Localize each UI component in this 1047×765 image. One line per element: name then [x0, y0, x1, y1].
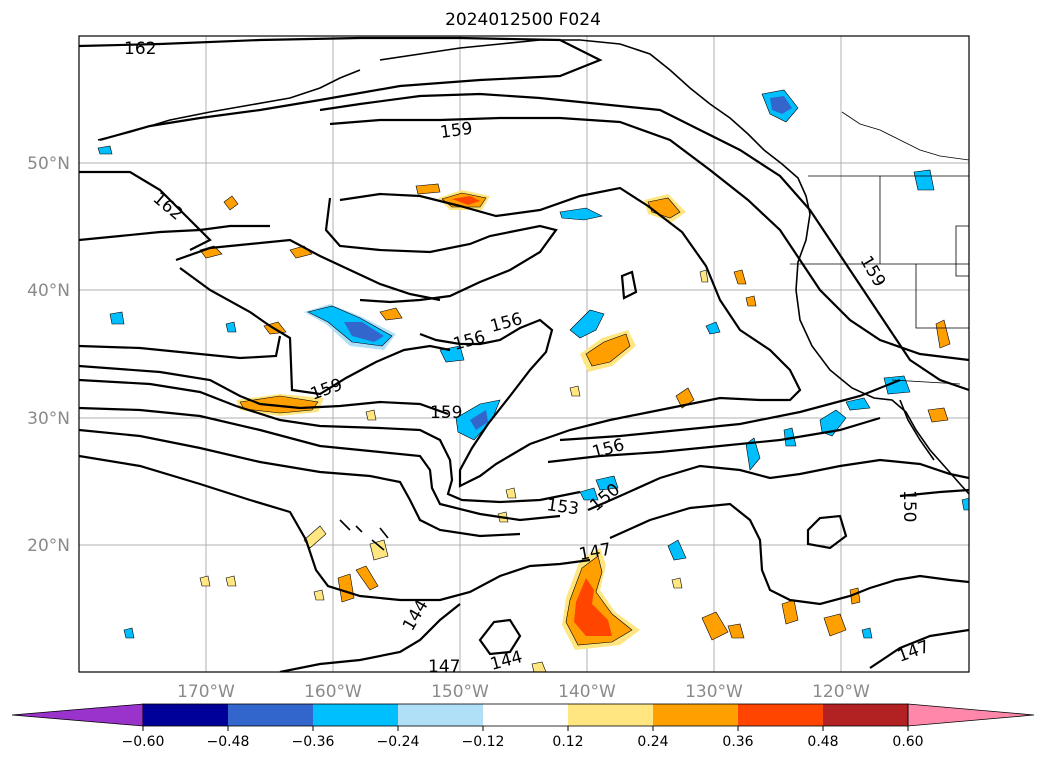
shade-blob	[199, 575, 211, 587]
colorbar-tick-label: −0.48	[207, 734, 250, 750]
shade-blob	[225, 321, 237, 333]
shade-blob	[961, 497, 969, 511]
lon-label: 120°W	[812, 682, 870, 702]
shade-blob	[733, 269, 747, 285]
colorbar-extend-high	[907, 703, 1035, 727]
shade-blob	[579, 487, 599, 501]
shade-blob	[415, 183, 441, 195]
longitude-labels: 170°W 160°W 150°W 140°W 130°W 120°W	[177, 682, 870, 702]
map-title: 2024012500 F024	[445, 10, 601, 30]
shade-blob	[569, 309, 605, 339]
shaded-anomalies	[97, 89, 969, 672]
colorbar-bin	[653, 704, 738, 726]
shade-blob	[365, 409, 377, 421]
shade-blob	[705, 321, 721, 335]
colorbar-tick-label: 0.48	[807, 734, 838, 750]
shade-blob	[783, 427, 797, 447]
shade-blob	[927, 407, 949, 423]
shade-blob	[355, 565, 379, 591]
colorbar-bin	[483, 704, 568, 726]
shade-blob	[505, 487, 517, 499]
lon-label: 130°W	[685, 682, 743, 702]
colorbar-bin	[568, 704, 653, 726]
colorbar-tick-label: −0.24	[377, 734, 420, 750]
colorbar-bin	[228, 704, 313, 726]
shade-blob	[781, 599, 799, 625]
shade-blob	[574, 578, 612, 636]
lon-label: 170°W	[177, 682, 235, 702]
shade-blob	[559, 207, 603, 221]
coastlines	[97, 39, 969, 551]
colorbar-tick-label: −0.60	[122, 734, 165, 750]
shade-blob	[913, 169, 935, 191]
shade-blob	[861, 627, 873, 639]
lat-label: 30°N	[27, 409, 70, 429]
lon-label: 160°W	[304, 682, 362, 702]
contour-label: 147	[428, 657, 460, 677]
shade-blob	[701, 611, 729, 641]
shade-blob	[123, 627, 135, 639]
map-frame	[78, 35, 970, 673]
shade-blob	[699, 269, 709, 283]
shade-blob	[313, 589, 325, 601]
shade-blob	[531, 661, 547, 672]
lon-label: 150°W	[431, 682, 489, 702]
colorbar: −0.60 −0.48 −0.36 −0.24 −0.12 0.12 0.24 0.36 0.4…	[11, 703, 1035, 750]
shade-blob	[569, 385, 581, 397]
shade-blob	[225, 575, 237, 587]
shade-blob	[667, 539, 687, 561]
colorbar-tick-label: −0.12	[462, 734, 505, 750]
shade-blob	[845, 397, 871, 411]
shade-blob	[344, 322, 384, 342]
shade-blob	[935, 319, 951, 349]
contour-labels: 162 162 159 159 159 159 156 156 156 153 …	[124, 39, 932, 677]
contour-label: 153	[545, 495, 580, 519]
colorbar-tick-label: 0.24	[637, 734, 668, 750]
lon-label: 140°W	[558, 682, 616, 702]
shade-blob	[595, 475, 619, 491]
shade-blob	[223, 195, 239, 211]
shade-blob	[819, 409, 847, 437]
shade-blob	[823, 613, 847, 637]
lat-label: 50°N	[27, 154, 70, 174]
lat-label: 40°N	[27, 281, 70, 301]
contour-label: 159	[439, 119, 474, 143]
shade-blob	[585, 333, 631, 367]
colorbar-tick-label: 0.12	[552, 734, 583, 750]
colorbar-bin	[398, 704, 483, 726]
lat-label: 20°N	[27, 536, 70, 556]
shade-blob	[379, 307, 403, 321]
contour-label: 162	[124, 39, 156, 59]
latitude-labels: 50°N 40°N 30°N 20°N	[27, 154, 70, 556]
shade-blob	[337, 573, 355, 603]
shade-blob	[745, 295, 757, 307]
shade-blob	[671, 577, 683, 589]
shade-blob	[369, 539, 389, 561]
map-background	[79, 36, 969, 672]
height-contours	[79, 36, 969, 672]
colorbar-bin	[313, 704, 398, 726]
colorbar-tick-label: 0.36	[722, 734, 753, 750]
contour-label: 150	[899, 490, 919, 522]
shade-blob	[452, 196, 480, 205]
shade-blob	[770, 96, 792, 114]
colorbar-extend-low	[11, 703, 144, 727]
shade-blob	[109, 311, 125, 325]
colorbar-bin	[823, 704, 908, 726]
colorbar-bin	[143, 704, 228, 726]
shade-blob	[97, 145, 113, 155]
colorbar-bin	[738, 704, 823, 726]
shade-blob	[745, 437, 761, 471]
colorbar-tick-label: 0.60	[892, 734, 923, 750]
colorbar-tick-label: −0.36	[292, 734, 335, 750]
shade-blob	[727, 623, 745, 639]
shade-blob	[470, 410, 488, 430]
colorbar-outline	[142, 703, 909, 727]
contour-label: 159	[430, 403, 462, 423]
